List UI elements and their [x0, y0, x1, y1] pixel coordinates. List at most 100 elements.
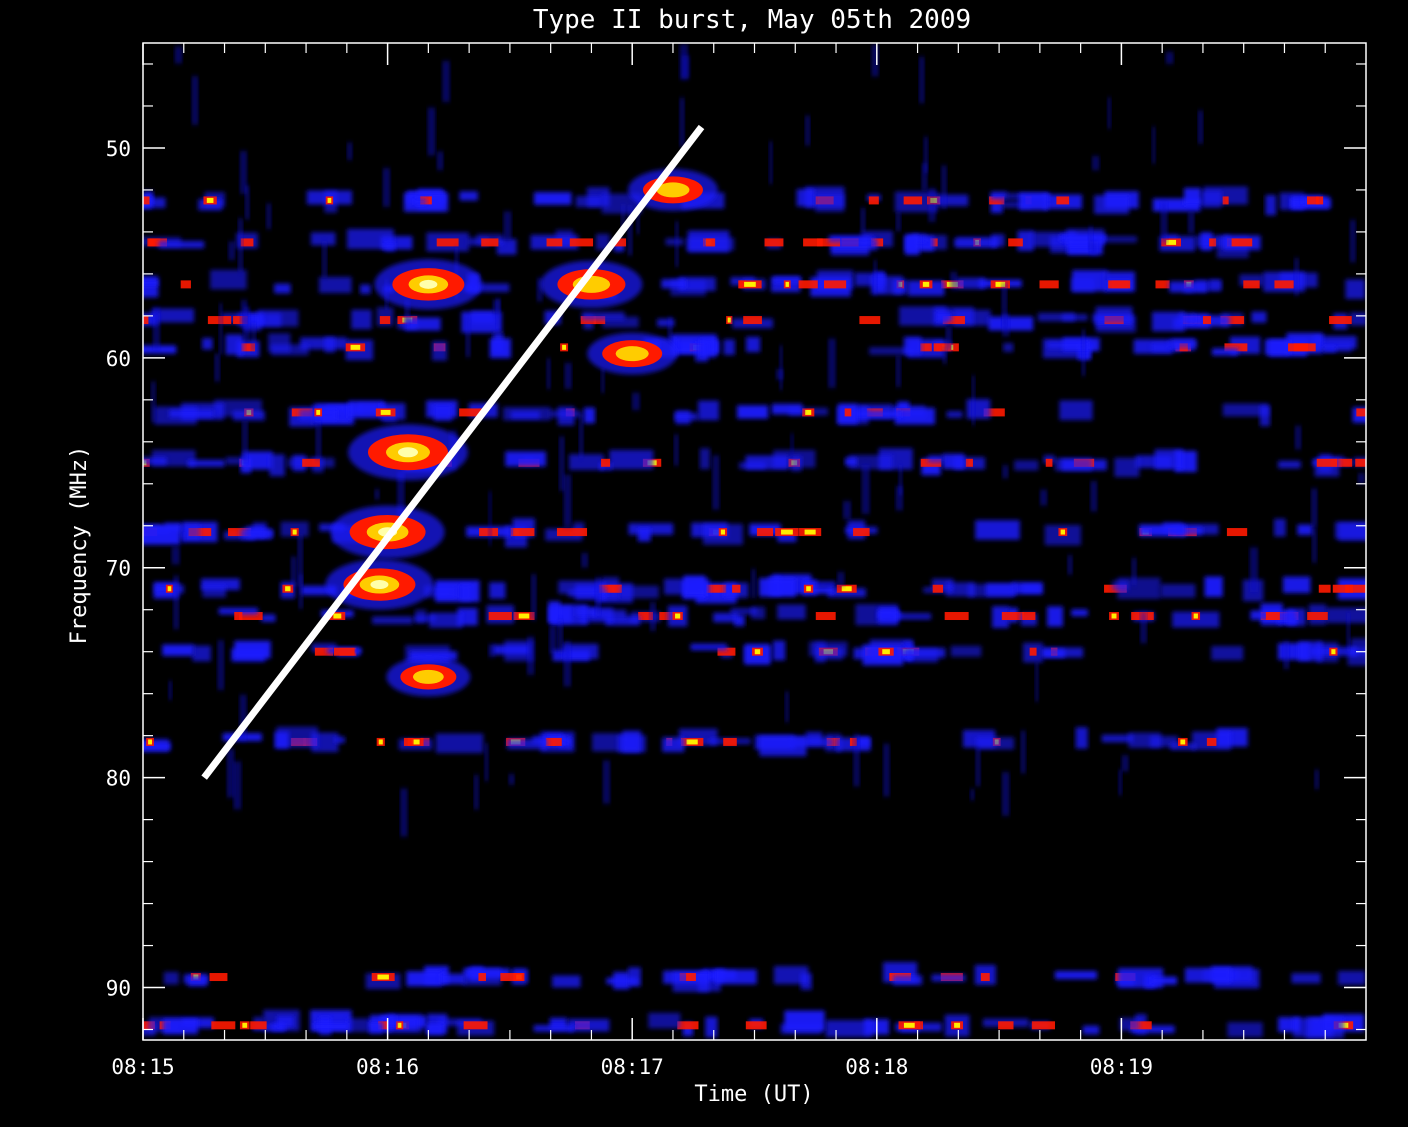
band-core [1318, 584, 1331, 593]
band-cell [773, 966, 809, 985]
band-cell [628, 967, 641, 987]
band-core [853, 528, 870, 537]
band-cell [1322, 346, 1337, 353]
bright-features [325, 168, 718, 697]
band-core [1202, 316, 1212, 325]
band-cell [976, 737, 1015, 750]
band-cell [415, 609, 427, 624]
band-core [334, 647, 355, 656]
noise-streak [667, 317, 673, 343]
noise-streak [1311, 488, 1318, 528]
band-peak [675, 613, 681, 619]
noise-streak [484, 743, 489, 782]
band-core [1226, 528, 1248, 537]
band-cell [200, 578, 240, 591]
band-cell [1286, 608, 1306, 626]
drift-line-layer [201, 124, 705, 780]
band-cell [310, 232, 336, 246]
band-cell [202, 337, 213, 350]
x-tick-label: 08:15 [111, 1055, 174, 1079]
band-core [1222, 196, 1229, 205]
band-cell [198, 198, 223, 211]
band-core [612, 238, 627, 247]
band-core [723, 737, 737, 746]
band-core [983, 408, 1005, 417]
band-cell [622, 730, 642, 753]
band-peak [1180, 739, 1186, 745]
band-cell [1128, 732, 1162, 749]
band-cell [734, 614, 745, 627]
band-peak [242, 1022, 248, 1028]
band-cell [1168, 339, 1198, 348]
noise-streak [1140, 611, 1147, 644]
band-cell [796, 188, 815, 207]
noise-streak [228, 241, 235, 261]
band-cell [311, 732, 339, 753]
band-cell [583, 407, 596, 424]
band-cell [1204, 576, 1223, 597]
band-cell [790, 456, 802, 472]
band-cell [602, 316, 639, 328]
noise-streak [397, 471, 405, 519]
band-cell [503, 407, 551, 421]
band-cell [1101, 734, 1133, 743]
band-cell [683, 575, 706, 597]
band-cell [507, 738, 548, 750]
noise-streak [315, 421, 322, 460]
band-cell [946, 411, 963, 418]
band-core [250, 1021, 267, 1030]
band-cell [1054, 458, 1093, 471]
band-cell [225, 334, 244, 355]
band-core [1008, 238, 1023, 247]
band-cell [1323, 342, 1352, 352]
noise-streak [790, 433, 794, 454]
noise-streak [805, 115, 811, 146]
band-cell [533, 192, 572, 205]
band-cell [895, 613, 932, 620]
band-cell [1349, 312, 1366, 326]
band-cell [705, 1016, 718, 1038]
noise-streak [675, 221, 679, 267]
band-cell [1130, 1025, 1175, 1034]
band-cell [351, 309, 372, 330]
band-cell [562, 643, 599, 660]
band-cell [700, 338, 717, 358]
band-peak [397, 1022, 402, 1028]
band-core [513, 528, 535, 537]
band-cell [609, 449, 654, 470]
band-cell [877, 609, 899, 624]
band-cell [192, 645, 211, 662]
band-core [463, 1021, 488, 1030]
x-tick-label: 08:17 [601, 1055, 664, 1079]
noise-streak [975, 748, 981, 787]
band-core [798, 280, 818, 289]
band-core [1355, 458, 1366, 467]
band-core [188, 528, 212, 537]
noise-streak [347, 142, 353, 161]
band-cell [276, 1015, 294, 1028]
feature-max [370, 580, 389, 590]
band-core [1265, 612, 1280, 621]
band-core [965, 458, 973, 467]
noise-streak [382, 168, 390, 207]
y-tick-label: 50 [106, 137, 131, 161]
band-cell [935, 311, 953, 322]
band-core [706, 584, 727, 593]
band-cell [661, 279, 686, 289]
noise-streak [546, 358, 551, 390]
band-peak [1166, 239, 1177, 245]
band-cell [931, 578, 954, 590]
noise-streak [1118, 769, 1123, 796]
noise-streak [1198, 110, 1203, 144]
band-cell [431, 341, 448, 361]
noise-streak [1165, 51, 1174, 64]
noise-streak [1090, 481, 1097, 512]
band-cell [459, 191, 478, 201]
band-cell [1151, 976, 1178, 985]
band-core [638, 612, 653, 621]
x-tick-label: 08:18 [845, 1055, 908, 1079]
band-core [920, 343, 932, 352]
band-cell [870, 275, 904, 295]
noise-streak [374, 489, 380, 500]
noise-streak [712, 455, 720, 510]
